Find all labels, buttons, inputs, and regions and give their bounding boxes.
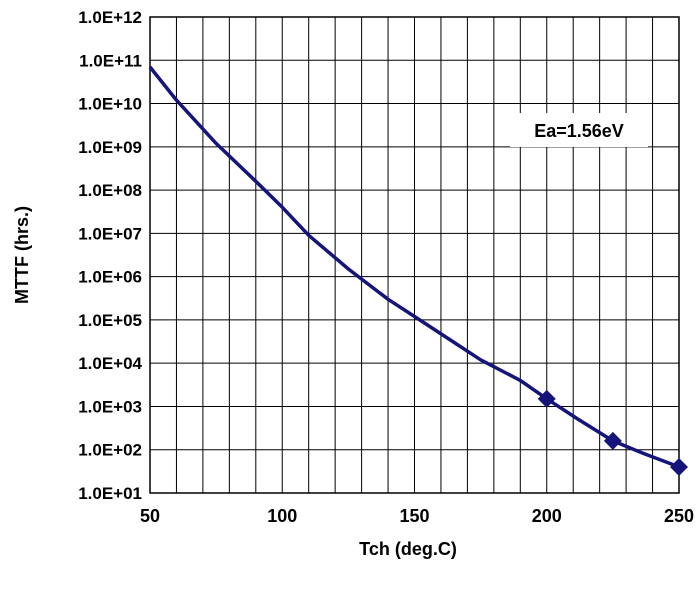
y-tick-labels: 1.0E+01 1.0E+02 1.0E+03 1.0E+04 1.0E+05 1.0E+… bbox=[78, 8, 142, 503]
y-tick-label: 1.0E+05 bbox=[78, 311, 142, 330]
y-tick-label: 1.0E+01 bbox=[78, 484, 142, 503]
y-tick-label: 1.0E+08 bbox=[78, 181, 142, 200]
series-line bbox=[148, 65, 680, 469]
y-tick-label: 1.0E+12 bbox=[78, 8, 142, 27]
x-tick-label: 250 bbox=[664, 506, 694, 526]
annotation-label: Ea=1.56eV bbox=[534, 121, 624, 141]
x-axis-label: Tch (deg.C) bbox=[359, 539, 457, 559]
y-tick-label: 1.0E+02 bbox=[78, 441, 142, 460]
y-tick-label: 1.0E+11 bbox=[79, 51, 142, 70]
y-tick-label: 1.0E+10 bbox=[78, 95, 142, 114]
x-tick-label: 100 bbox=[267, 506, 297, 526]
y-tick-label: 1.0E+06 bbox=[78, 268, 142, 287]
series-group bbox=[148, 65, 688, 476]
y-tick-label: 1.0E+09 bbox=[78, 138, 142, 157]
y-tick-label: 1.0E+07 bbox=[78, 224, 142, 243]
data-point-marker bbox=[670, 457, 688, 476]
y-tick-label: 1.0E+03 bbox=[78, 397, 142, 416]
x-tick-labels: 50 100 150 200 250 bbox=[140, 506, 694, 526]
x-tick-label: 200 bbox=[532, 506, 562, 526]
y-axis-label: MTTF (hrs.) bbox=[12, 206, 32, 304]
x-tick-label: 150 bbox=[399, 506, 429, 526]
x-tick-label: 50 bbox=[140, 506, 160, 526]
data-point-marker bbox=[537, 389, 556, 408]
data-point-marker bbox=[603, 431, 622, 450]
grid-lines bbox=[150, 17, 679, 493]
plot-area-frame bbox=[149, 16, 680, 494]
annotation-box bbox=[510, 113, 648, 147]
y-tick-label: 1.0E+04 bbox=[78, 354, 142, 373]
